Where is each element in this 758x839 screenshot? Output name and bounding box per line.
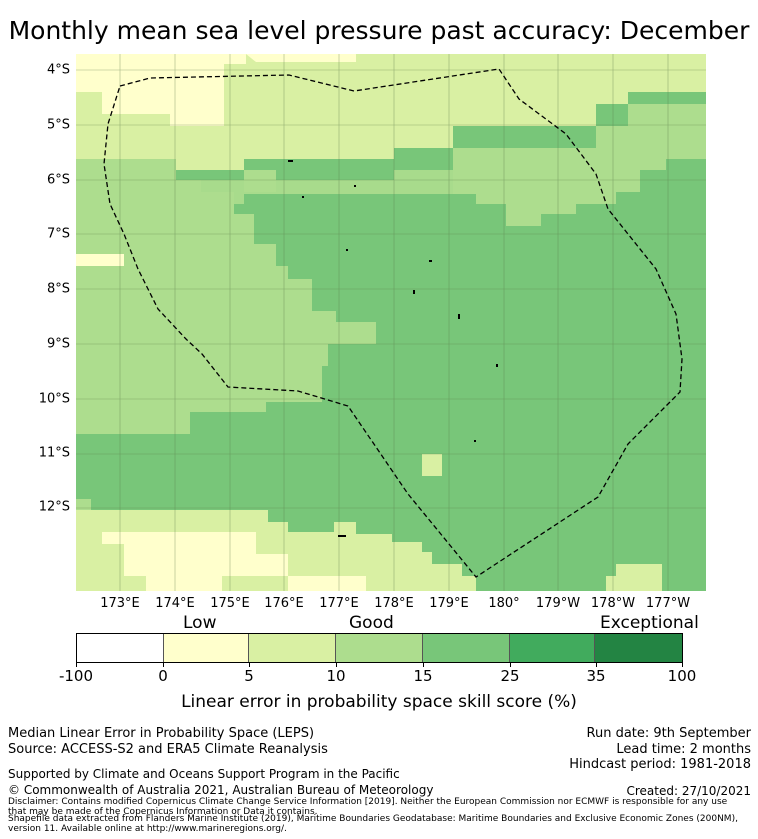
lon-label: 179°W: [535, 596, 581, 611]
lat-label: 12°S: [38, 499, 70, 515]
shapefile-line1: Shapefile data extracted from Flanders M…: [8, 814, 738, 824]
lon-label: 174°E: [155, 596, 195, 611]
lat-label: 11°S: [38, 445, 70, 461]
lon-label: 180°: [488, 596, 520, 611]
region-medium-north: [176, 170, 453, 204]
colorbar-swatch: [422, 634, 510, 662]
colorbar-swatch: [249, 634, 337, 662]
lat-label: 5°S: [46, 117, 70, 133]
lat-label: 10°S: [38, 391, 70, 407]
lon-label: 178°W: [590, 596, 636, 611]
colorbar-tick: 10: [326, 667, 346, 685]
region-medium-east: [453, 104, 706, 226]
region-yellow-top2: [246, 54, 356, 62]
footer-run-date: Run date: 9th September: [586, 726, 751, 741]
region-medium-west: [76, 159, 376, 434]
lon-label: 177°E: [319, 596, 359, 611]
region-medium-sw: [76, 499, 91, 510]
colorbar-tickmark: [76, 663, 77, 667]
lat-label: 7°S: [46, 226, 70, 242]
lon-label: 173°E: [100, 596, 140, 611]
disclaimer-line2: that may be made of the Copernicus Infor…: [8, 807, 318, 817]
disclaimer-line1: Disclaimer: Contains modified Copernicus…: [8, 797, 728, 807]
region-yellow-top: [76, 54, 246, 126]
lat-label: 6°S: [46, 172, 70, 188]
shapefile-line2: version 11. Available online at http://w…: [8, 824, 287, 834]
region-yellow-south: [102, 532, 288, 591]
colorbar-swatch: [336, 634, 423, 662]
lon-label: 178°E: [374, 596, 414, 611]
colorbar-swatch: [163, 634, 250, 662]
lat-label: 9°S: [46, 336, 70, 352]
category-good: Good: [349, 613, 394, 633]
footer-method: Median Linear Error in Probability Space…: [8, 726, 315, 741]
skill-map: [76, 54, 706, 591]
eez-boundary: [103, 68, 683, 578]
region-green-south: [76, 412, 442, 524]
lat-label: 4°S: [46, 62, 70, 78]
colorbar-tick: 100: [667, 667, 697, 685]
islands: [288, 160, 498, 537]
map-svg: [76, 54, 706, 591]
region-yellow-south2: [288, 576, 366, 591]
colorbar-swatch: [509, 634, 596, 662]
lon-label: 175°E: [210, 596, 250, 611]
footer-copyright: © Commonwealth of Australia 2021, Austra…: [8, 783, 434, 797]
colorbar-tickmark: [423, 663, 424, 667]
region-light-patch: [422, 454, 442, 476]
colorbar-swatch: [77, 634, 164, 662]
footer-supported: Supported by Climate and Oceans Support …: [8, 767, 400, 781]
colorbar: [76, 633, 683, 663]
lat-label: 8°S: [46, 281, 70, 297]
colorbar-tickmark: [336, 663, 337, 667]
lon-label: 179°E: [429, 596, 469, 611]
colorbar-label: Linear error in probability space skill …: [181, 692, 577, 712]
page-title: Monthly mean sea level pressure past acc…: [8, 16, 750, 45]
colorbar-tick: 15: [413, 667, 433, 685]
lon-label: 176°E: [264, 596, 304, 611]
colorbar-tickmark: [249, 663, 250, 667]
lon-label: 177°W: [645, 596, 691, 611]
colorbar-tickmark: [163, 663, 164, 667]
colorbar-swatch: [595, 634, 683, 662]
gridlines: [76, 54, 706, 591]
colorbar-tick: -100: [58, 667, 94, 685]
category-exceptional: Exceptional: [600, 613, 699, 633]
footer-hindcast: Hindcast period: 1981-2018: [569, 757, 751, 772]
colorbar-tickmark: [682, 663, 683, 667]
colorbar-tick: 0: [158, 667, 168, 685]
region-light-southeast: [606, 564, 662, 591]
colorbar-tickmark: [596, 663, 597, 667]
colorbar-tick: 25: [500, 667, 520, 685]
colorbar-tick: 5: [244, 667, 254, 685]
footer-created: Created: 27/10/2021: [626, 784, 751, 798]
region-yellow-west: [76, 254, 124, 266]
footer-lead-time: Lead time: 2 months: [616, 742, 751, 757]
category-low: Low: [183, 613, 217, 633]
footer-source: Source: ACCESS-S2 and ERA5 Climate Reana…: [8, 742, 328, 757]
region-light: [76, 54, 706, 180]
colorbar-tickmark: [510, 663, 511, 667]
colorbar-tick: 35: [586, 667, 606, 685]
